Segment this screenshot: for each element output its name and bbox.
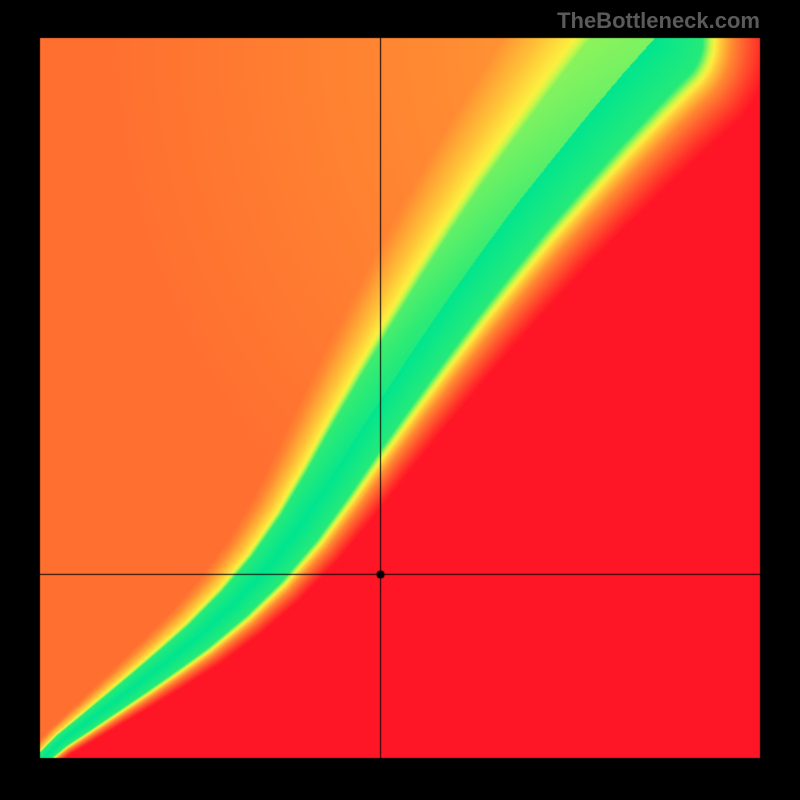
chart-container: TheBottleneck.com [0, 0, 800, 800]
heatmap-canvas [0, 0, 800, 800]
watermark-text: TheBottleneck.com [557, 8, 760, 34]
